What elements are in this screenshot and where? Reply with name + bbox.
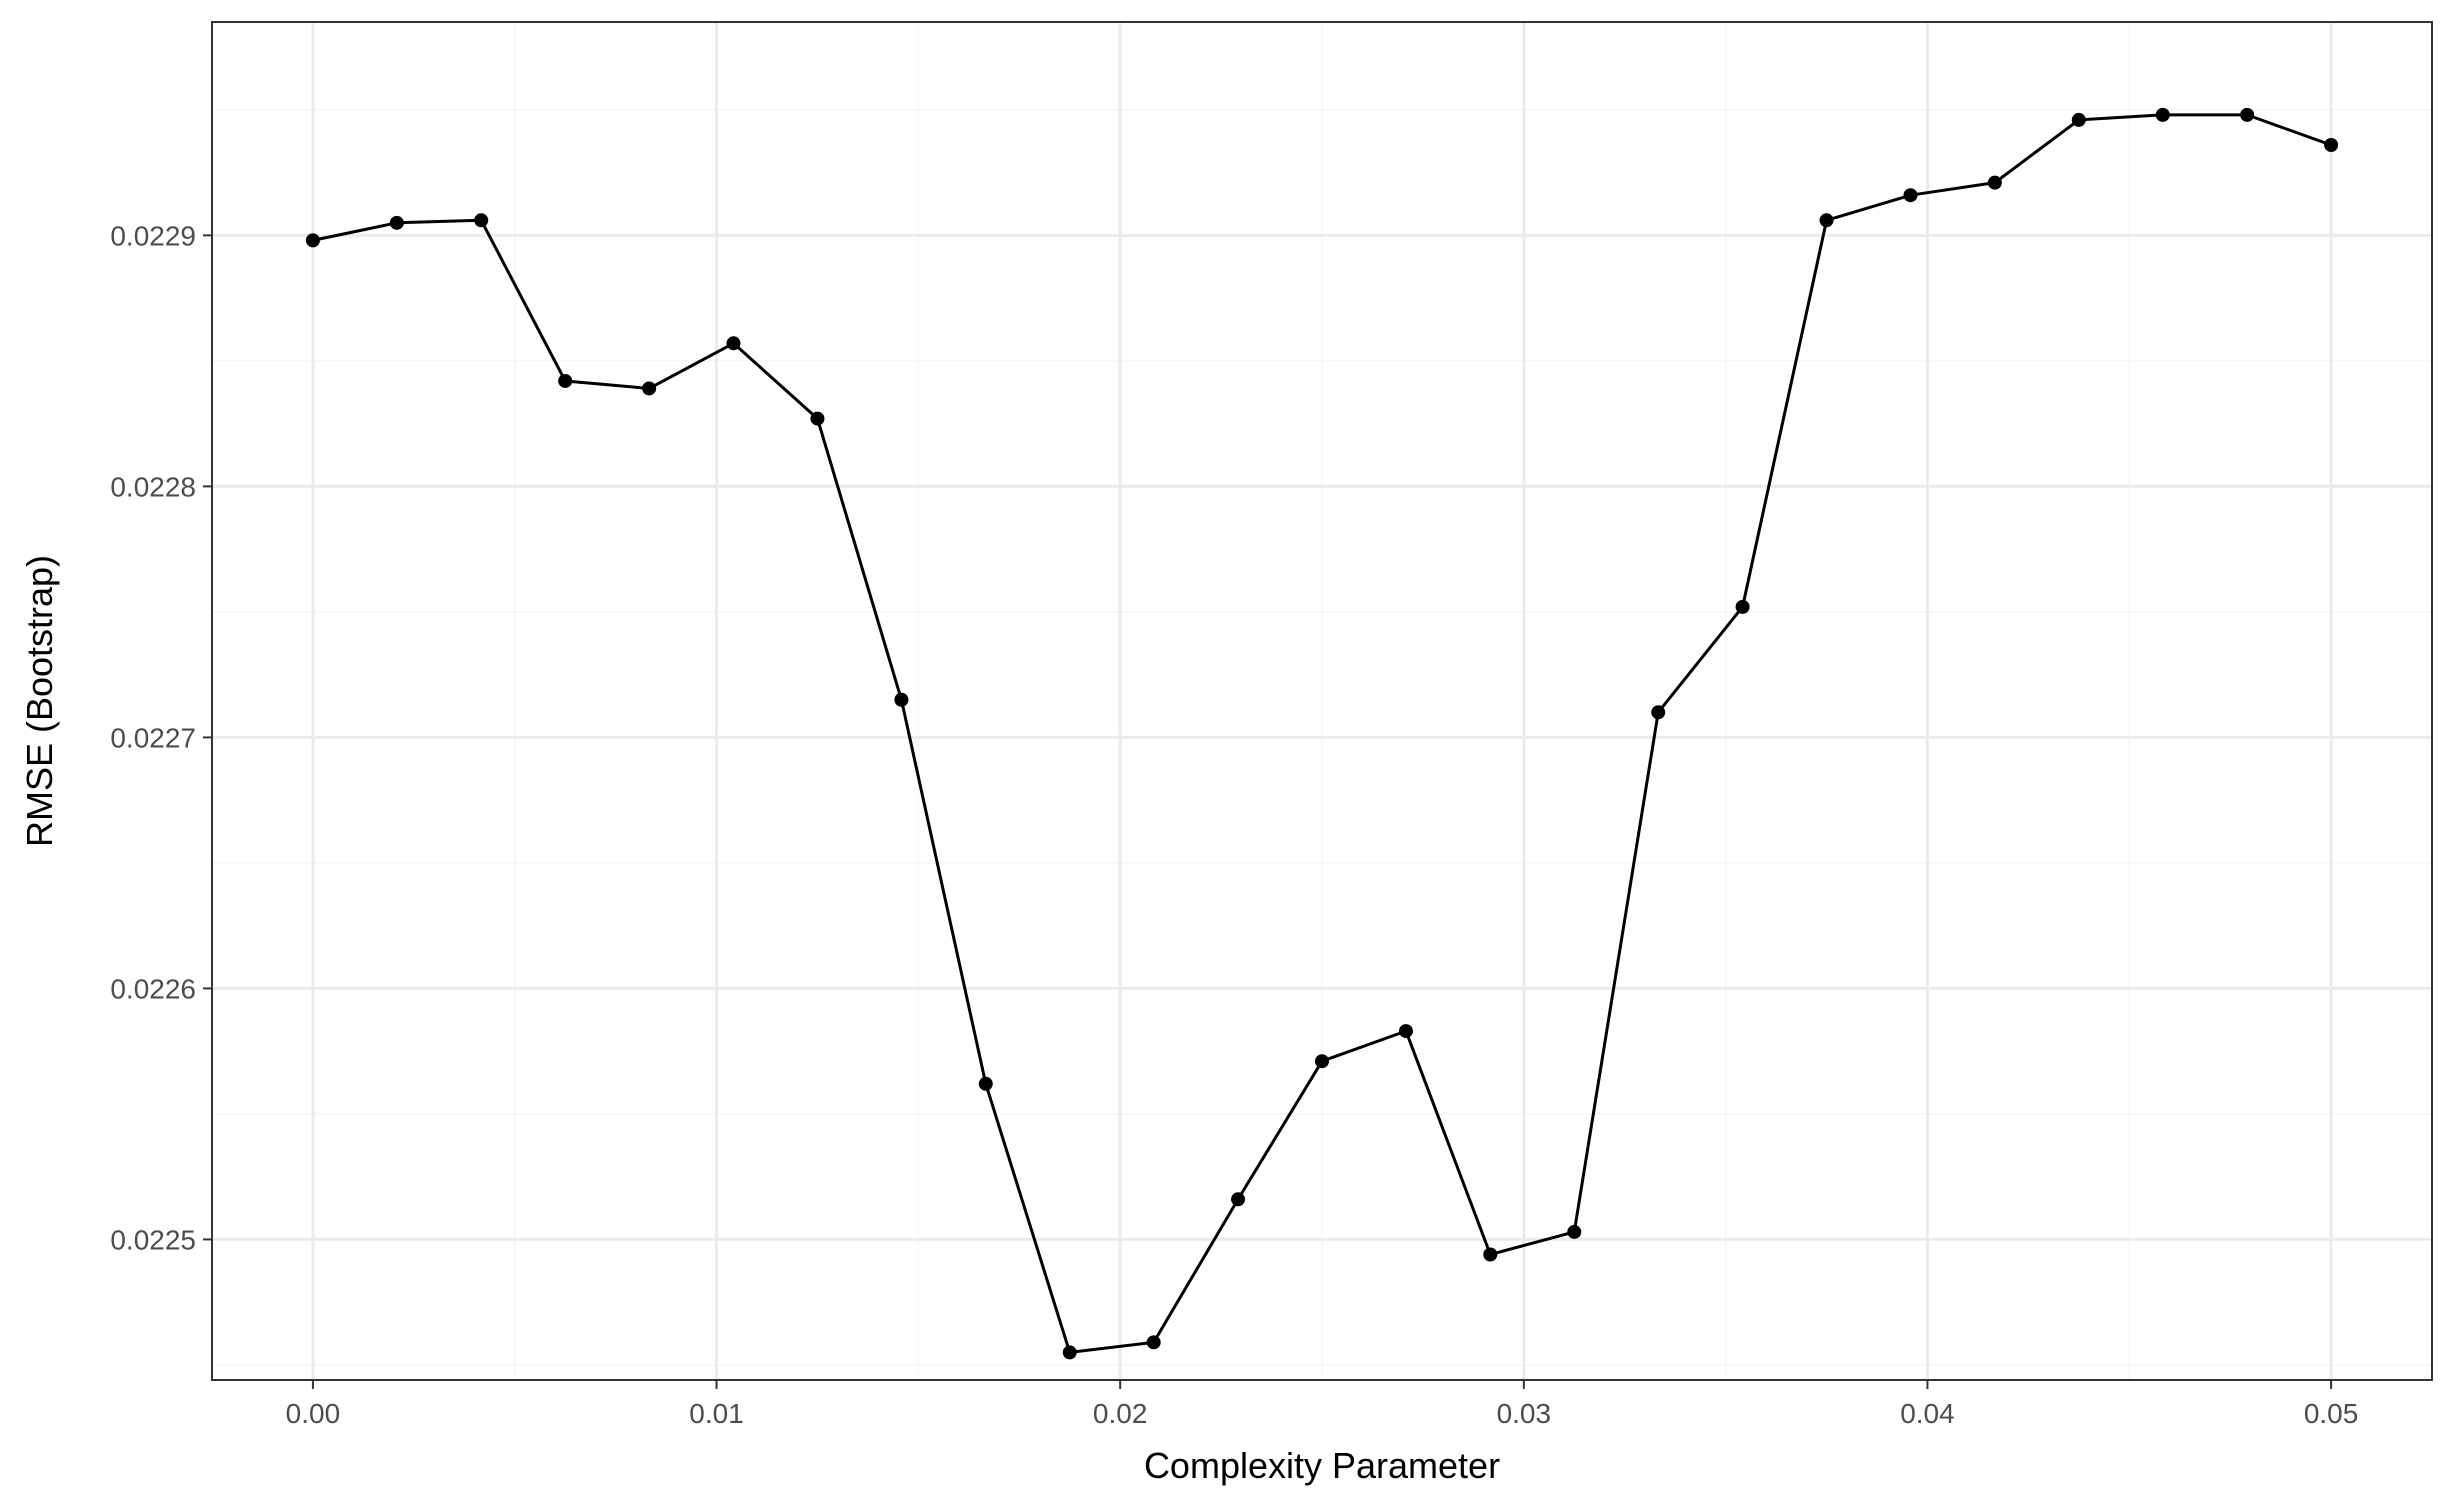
data-point: [2240, 107, 2255, 122]
data-point: [474, 213, 489, 228]
data-point: [1062, 1345, 1077, 1360]
x-tick-label: 0.01: [689, 1398, 744, 1429]
data-point: [389, 215, 404, 230]
data-point: [810, 411, 825, 426]
data-point: [1146, 1335, 1161, 1350]
data-point: [1903, 188, 1918, 203]
y-tick-label: 0.0228: [110, 471, 196, 502]
panel-border: [211, 21, 2433, 1381]
data-point: [1735, 599, 1750, 614]
data-point: [1651, 705, 1666, 720]
x-tick-label: 0.04: [1900, 1398, 1955, 1429]
major-gridlines: [212, 22, 2432, 1380]
axis-ticks: [203, 234, 2333, 1389]
data-point: [1398, 1024, 1413, 1039]
data-point: [894, 692, 909, 707]
data-point: [978, 1076, 993, 1091]
data-point: [642, 381, 657, 396]
data-point: [726, 336, 741, 351]
x-tick-label: 0.02: [1093, 1398, 1148, 1429]
y-axis-title: RMSE (Bootstrap): [19, 555, 60, 847]
x-tick-label: 0.03: [1497, 1398, 1552, 1429]
data-point: [558, 373, 573, 388]
data-point: [305, 233, 320, 248]
y-tick-label: 0.0225: [110, 1224, 196, 1255]
tick-labels: 0.00 0.01 0.02 0.03 0.04 0.05 0.0225 0.0226 0.02…: [110, 220, 2358, 1429]
minor-gridlines: [212, 22, 2432, 1380]
data-point: [1987, 175, 2002, 190]
data-point: [1483, 1247, 1498, 1262]
data-series: [305, 107, 2339, 1360]
y-tick-label: 0.0226: [110, 973, 196, 1004]
data-point: [1315, 1054, 1329, 1069]
x-tick-label: 0.00: [286, 1398, 341, 1429]
data-point: [2324, 137, 2339, 152]
y-tick-label: 0.0227: [110, 722, 196, 753]
data-point: [1819, 213, 1834, 228]
data-point: [1231, 1192, 1246, 1207]
data-point: [2071, 112, 2086, 127]
data-point: [2155, 107, 2170, 122]
x-axis-title: Complexity Parameter: [1144, 1445, 1500, 1486]
data-point: [1567, 1224, 1582, 1239]
y-tick-label: 0.0229: [110, 220, 196, 251]
x-tick-label: 0.05: [2304, 1398, 2359, 1429]
